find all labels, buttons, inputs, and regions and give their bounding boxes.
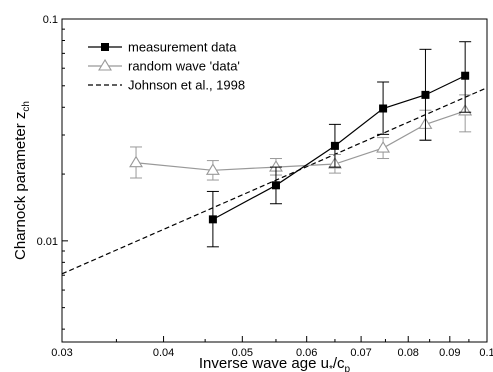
y-axis-label: Charnock parameter zch <box>12 101 32 260</box>
series-1 <box>129 94 473 181</box>
x-tick-label-4: 0.07 <box>350 347 371 359</box>
y-axis-label-sub: ch <box>21 101 32 112</box>
series-1-point-0 <box>129 155 144 168</box>
x-axis-label: Inverse wave age u*/cp <box>199 355 351 372</box>
series-0-point-3 <box>379 104 388 113</box>
series-0-point-4 <box>421 90 430 99</box>
legend-item-0: measurement data <box>88 40 237 55</box>
x-axis-label-sub1: * <box>329 364 333 372</box>
series-1-point-1 <box>205 163 220 175</box>
series-1-point-4 <box>376 140 391 153</box>
x-tick-label-2: 0.05 <box>232 347 253 359</box>
series-1-line <box>135 110 466 171</box>
y-tick-label-0: 0.01 <box>37 236 58 248</box>
legend-item-2: Johnson et al., 1998 <box>88 78 245 93</box>
x-axis-label-sub2: p <box>345 364 351 372</box>
series-0-point-5 <box>461 71 470 80</box>
legend-label-0: measurement data <box>128 40 237 55</box>
legend-swatch-marker-0 <box>101 43 109 51</box>
series-0-point-1 <box>271 181 280 190</box>
legend-item-1: random wave 'data' <box>88 59 240 74</box>
series-0 <box>206 41 472 248</box>
ticks-layer: 0.03 0.04 0.05 0.06 0.07 0.08 0.09 0.1 0.01 0.1 <box>37 14 493 359</box>
x-tick-label-7: 0.1 <box>479 347 493 359</box>
plot-frame <box>61 18 488 343</box>
x-tick-label-5: 0.08 <box>398 347 419 359</box>
legend-label-2: Johnson et al., 1998 <box>128 78 245 93</box>
legend-label-1: random wave 'data' <box>128 59 240 74</box>
series-2-line <box>61 87 488 275</box>
series-2 <box>61 87 488 275</box>
series-layer <box>61 41 488 275</box>
series-0-line <box>212 75 466 220</box>
series-0-point-0 <box>208 215 217 224</box>
y-tick-label-1: 0.1 <box>43 14 58 26</box>
x-tick-label-0: 0.03 <box>51 347 72 359</box>
legend: measurement data random wave 'data' Johnso… <box>88 40 245 93</box>
x-tick-label-1: 0.04 <box>153 347 174 359</box>
x-tick-label-6: 0.09 <box>439 347 460 359</box>
legend-swatch-marker-1 <box>98 58 112 71</box>
series-0-point-2 <box>330 141 339 150</box>
x-tick-label-3: 0.06 <box>296 347 317 359</box>
